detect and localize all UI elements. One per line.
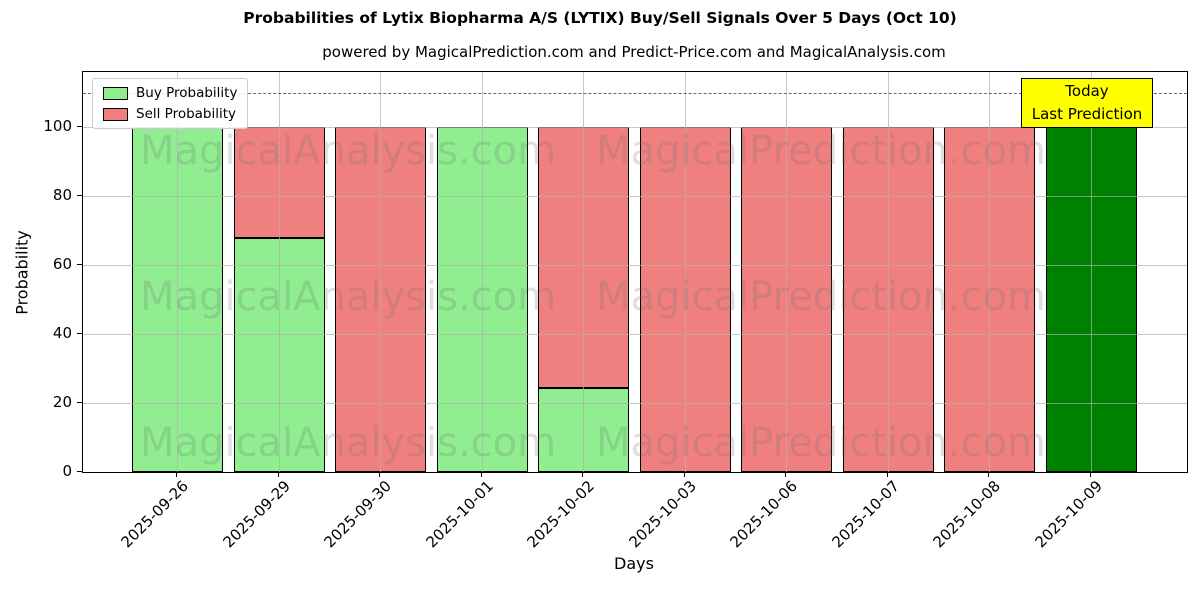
sell-probability-swatch	[103, 107, 128, 121]
y-tick-mark	[77, 470, 82, 472]
y-tick-mark	[77, 125, 82, 127]
bar-segment	[436, 127, 528, 472]
bar-segment	[335, 127, 426, 472]
bar-segment	[538, 127, 629, 388]
today-annotation-line2: Last Prediction	[1031, 105, 1143, 123]
x-tick-label-text: 2025-10-07	[828, 477, 903, 552]
buy-probability-swatch	[103, 86, 128, 100]
bars-layer	[83, 72, 1187, 472]
x-tick-mark	[379, 472, 380, 477]
bar-segment	[639, 127, 731, 472]
bar-segment	[944, 127, 1035, 472]
y-tick-label: 40	[52, 324, 72, 343]
y-tick-label: 20	[52, 393, 72, 412]
chart-title: Probabilities of Lytix Biopharma A/S (LY…	[243, 9, 957, 27]
bar-segment	[233, 127, 325, 238]
chart-subtitle: powered by MagicalPrediction.com and Pre…	[322, 43, 946, 61]
x-tick-label-text: 2025-10-02	[523, 477, 599, 552]
x-tick-mark	[988, 472, 989, 477]
threshold-dashed-line	[83, 92, 1187, 94]
today-annotation-line1: Today	[1065, 82, 1109, 100]
y-tick-mark	[77, 263, 82, 265]
x-tick-label-text: 2025-10-08	[929, 477, 1005, 552]
legend-label-buy: Buy Probability	[136, 85, 238, 101]
y-tick-mark	[77, 194, 82, 196]
y-tick-label: 60	[52, 255, 72, 274]
y-tick-mark	[77, 401, 82, 403]
x-axis-label: Days	[614, 554, 654, 573]
bar-segment	[538, 387, 629, 472]
plot-area: MagicalAnalysis.com MagicalPrediction.com…	[82, 71, 1188, 473]
y-tick-label: 0	[62, 462, 72, 480]
bar-segment	[741, 127, 832, 472]
x-tick-label-text: 2025-10-06	[726, 477, 802, 552]
x-tick-mark	[886, 472, 888, 477]
bar-segment	[233, 237, 325, 472]
x-tick-mark	[277, 472, 279, 477]
x-tick-mark	[683, 472, 685, 477]
x-tick-label-text: 2025-09-30	[320, 477, 396, 552]
today-annotation: Today Last Prediction	[1021, 78, 1153, 128]
legend-item-sell: Sell Probability	[103, 106, 237, 122]
bar-segment	[132, 127, 223, 472]
x-tick-label-text: 2025-09-26	[117, 477, 193, 552]
x-tick-mark	[176, 472, 177, 477]
legend: Buy Probability Sell Probability	[92, 78, 249, 129]
legend-label-sell: Sell Probability	[136, 106, 237, 122]
y-tick-mark	[77, 332, 82, 334]
x-tick-mark	[1089, 472, 1091, 477]
x-tick-mark	[785, 472, 786, 477]
legend-item-buy: Buy Probability	[103, 85, 237, 101]
y-tick-label: 100	[43, 117, 72, 136]
bar-segment	[1045, 127, 1137, 472]
y-tick-label: 80	[52, 186, 72, 205]
x-tick-mark	[582, 472, 583, 477]
x-tick-label-text: 2025-10-03	[625, 477, 700, 552]
x-tick-label-text: 2025-10-09	[1031, 477, 1106, 552]
x-tick-label-text: 2025-10-01	[422, 477, 497, 552]
x-tick-label-text: 2025-09-29	[219, 477, 294, 552]
x-tick-mark	[480, 472, 482, 477]
bar-segment	[842, 127, 934, 472]
